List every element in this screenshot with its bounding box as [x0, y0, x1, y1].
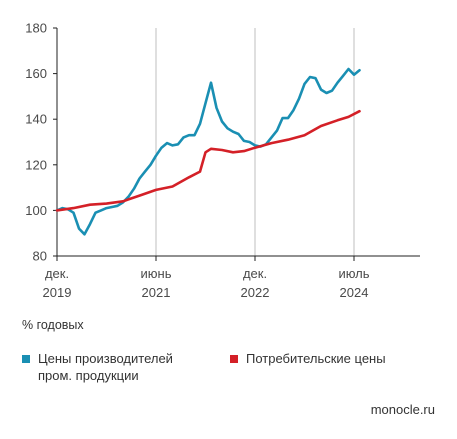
x-tick-label-month: июнь [141, 266, 172, 281]
legend-swatch-producer [22, 355, 30, 363]
x-tick-label-month: дек. [45, 266, 69, 281]
y-tick-label: 140 [25, 112, 47, 127]
legend-label-producer: Цены производителей пром. продукции [38, 350, 173, 384]
y-tick-label: 180 [25, 21, 47, 36]
axes [56, 28, 420, 257]
legend-swatch-consumer [230, 355, 238, 363]
gridlines [155, 28, 355, 256]
y-tick-label: 120 [25, 157, 47, 172]
x-tick-label-year: 2024 [340, 285, 369, 300]
y-tick-label: 160 [25, 66, 47, 81]
x-tick-label-month: июль [338, 266, 369, 281]
x-tick-label-year: 2021 [142, 285, 171, 300]
series-line-consumer-prices [55, 109, 361, 212]
x-tick-labels: дек. 2019 июнь 2021 дек. 2022 июль 2024 [43, 256, 370, 300]
y-tick-labels: 80 100 120 140 160 180 [25, 21, 57, 264]
series-line-producer-prices [55, 67, 361, 236]
unit-label: % годовых [22, 318, 84, 332]
legend-label-producer-line2: пром. продукции [38, 368, 139, 383]
legend-label-consumer-line1: Потребительские цены [246, 351, 386, 366]
legend-label-producer-line1: Цены производителей [38, 351, 173, 366]
y-tick-label: 80 [33, 249, 47, 264]
y-tick-label: 100 [25, 203, 47, 218]
source-credit: monocle.ru [370, 402, 435, 417]
legend-item-consumer-prices: Потребительские цены [230, 350, 430, 368]
x-tick-label-year: 2019 [43, 285, 72, 300]
x-tick-label-year: 2022 [241, 285, 270, 300]
x-tick-label-month: дек. [243, 266, 267, 281]
legend-label-consumer: Потребительские цены [246, 350, 386, 367]
series-lines [55, 67, 361, 236]
legend-item-producer-prices: Цены производителей пром. продукции [22, 350, 222, 386]
